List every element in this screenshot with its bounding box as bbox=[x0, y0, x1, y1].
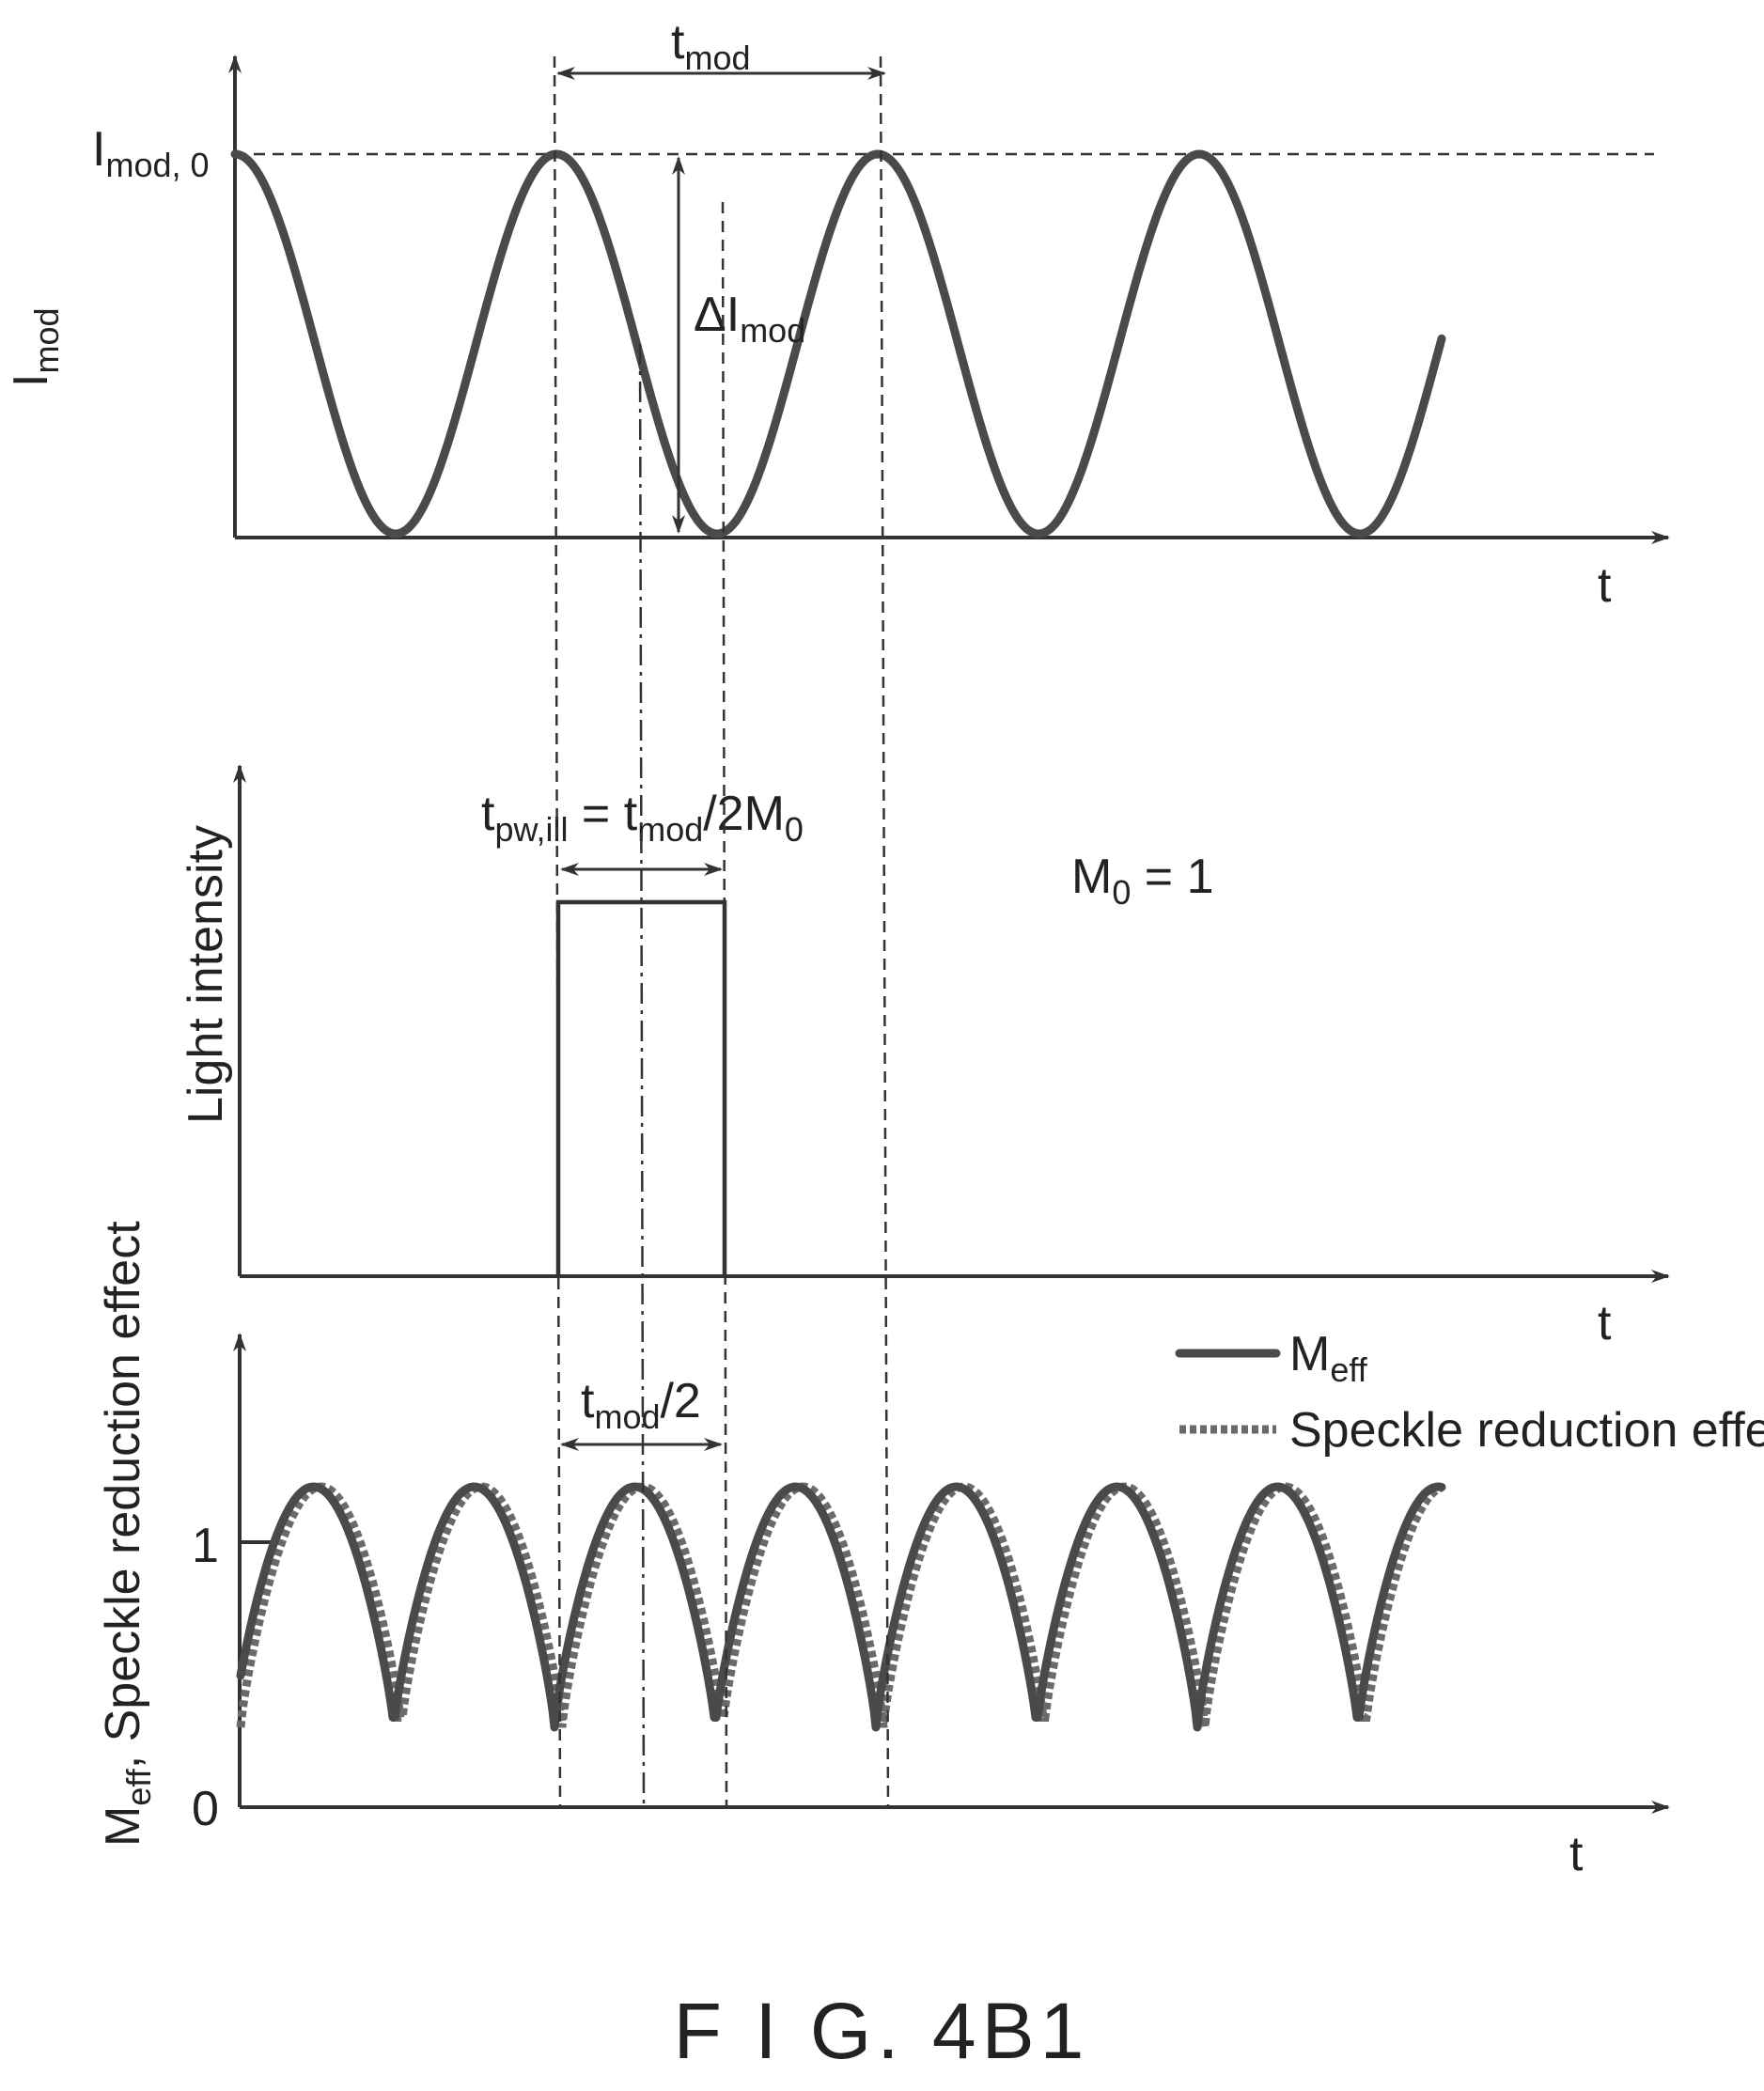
bottom-panel: tmod/2 1 0 Meff, Speckle reduction effec… bbox=[96, 1221, 1764, 1881]
guide-trough bbox=[721, 201, 728, 1808]
bottom-x-axis-label: t bbox=[1569, 1827, 1584, 1881]
guide-peak-2 bbox=[879, 55, 890, 1808]
top-panel: tmod ΔImod Imod, 0 Imod t bbox=[4, 15, 1670, 613]
middle-y-axis-label: Light intensity bbox=[179, 825, 233, 1124]
guide-pulse-center bbox=[638, 343, 646, 1808]
half-period-label: tmod/2 bbox=[581, 1374, 701, 1436]
m-eff-curve bbox=[236, 1482, 1446, 1732]
legend: Meff Speckle reduction effect bbox=[1175, 1327, 1764, 1458]
amplitude-label: ΔImod bbox=[694, 288, 805, 350]
speckle-reduction-curve bbox=[236, 1482, 1444, 1728]
legend-label-speckle: Speckle reduction effect bbox=[1289, 1403, 1764, 1458]
y-tick-label-0: 0 bbox=[192, 1782, 219, 1836]
bottom-y-axis-label: Meff, Speckle reduction effect bbox=[96, 1221, 158, 1847]
guide-peak-1 bbox=[553, 55, 562, 1808]
modulation-curve bbox=[230, 149, 1446, 538]
middle-panel: tpw,ill = tmod/2M0 M0 = 1 Light intensit… bbox=[179, 764, 1670, 1350]
period-label: tmod bbox=[671, 15, 750, 77]
legend-label-m-eff: Meff bbox=[1289, 1327, 1368, 1389]
m0-value-label: M0 = 1 bbox=[1071, 850, 1214, 912]
vertical-guides bbox=[553, 55, 890, 1808]
top-y-tick-label: Imod, 0 bbox=[92, 122, 210, 184]
top-y-axis-label: Imod bbox=[4, 308, 66, 387]
figure-label: F I G. 4B1 bbox=[674, 1987, 1090, 2075]
y-tick-label-1: 1 bbox=[192, 1519, 219, 1573]
middle-x-axis-label: t bbox=[1598, 1296, 1612, 1350]
top-x-axis-label: t bbox=[1598, 558, 1612, 613]
